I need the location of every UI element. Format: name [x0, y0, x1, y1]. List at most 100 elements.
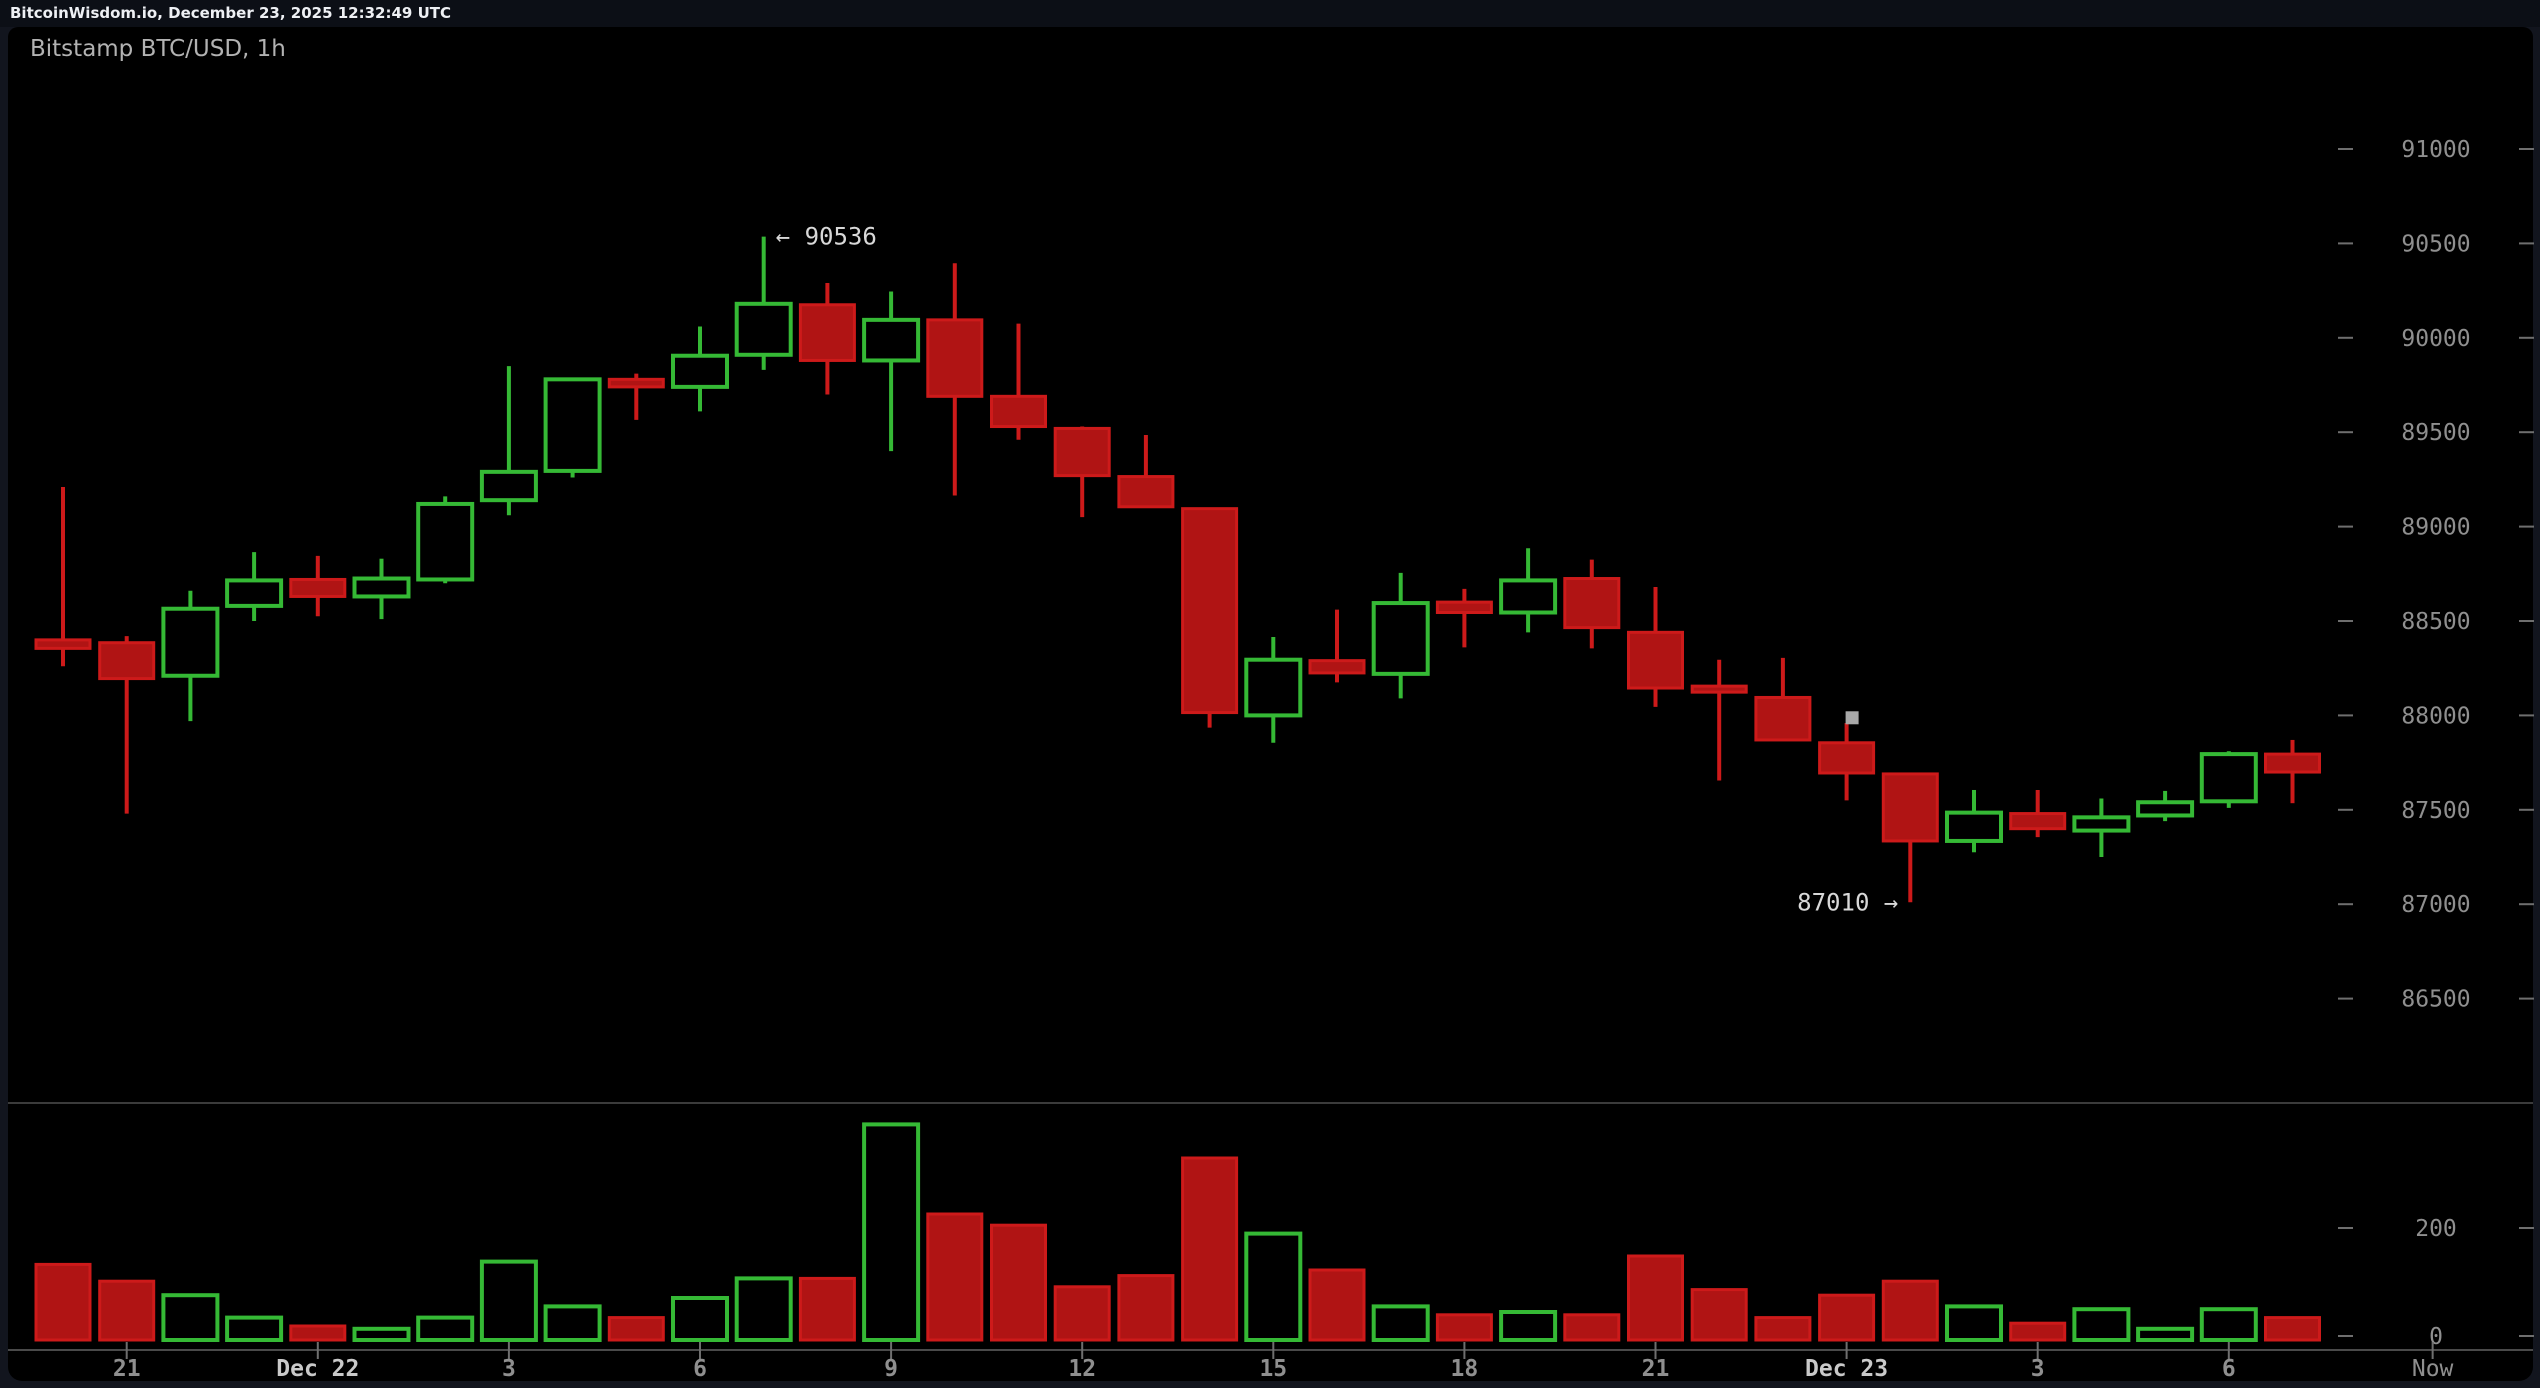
volume-bar[interactable] — [34, 1262, 92, 1342]
volume-bar[interactable] — [2199, 1307, 2258, 1342]
volume-bar[interactable] — [607, 1316, 665, 1342]
candle-body[interactable] — [2199, 752, 2258, 804]
price-tick-label: 91000 — [2401, 137, 2470, 163]
volume-bar[interactable] — [2072, 1307, 2131, 1342]
price-tick-label: 89000 — [2401, 515, 2470, 541]
candle-body[interactable] — [926, 318, 984, 398]
candle-body[interactable] — [734, 301, 793, 357]
candle-body[interactable] — [1435, 600, 1493, 615]
time-tick-label: 18 — [1451, 1356, 1479, 1382]
volume-bar[interactable] — [798, 1276, 856, 1342]
candle-body[interactable] — [1308, 659, 1366, 675]
candle-body[interactable] — [1117, 475, 1175, 509]
volume-bar[interactable] — [161, 1293, 220, 1342]
volume-bar[interactable] — [1690, 1288, 1748, 1342]
time-tick-label: 9 — [884, 1356, 898, 1382]
time-axis: 21 Dec 22 3 6 9 12 15 18 21 Dec 23 3 6 Now — [113, 1342, 2454, 1382]
volume-bar[interactable] — [1244, 1231, 1303, 1342]
volume-bar[interactable] — [1499, 1310, 1558, 1342]
price-tick-label: 90000 — [2401, 326, 2470, 352]
candle-body[interactable] — [1499, 578, 1558, 615]
candle-body[interactable] — [671, 353, 729, 389]
volume-bar[interactable] — [990, 1223, 1047, 1342]
candle-body[interactable] — [225, 578, 284, 608]
candle-body[interactable] — [34, 638, 92, 650]
time-tick-label: 15 — [1259, 1356, 1287, 1382]
volume-bar[interactable] — [1627, 1254, 1684, 1342]
candle-body[interactable] — [1181, 507, 1239, 715]
volume-bar[interactable] — [289, 1324, 347, 1342]
price-tick-label: 88000 — [2401, 703, 2470, 729]
volume-bar[interactable] — [2136, 1326, 2195, 1343]
price-tick-label: 90500 — [2401, 231, 2470, 257]
volume-bar[interactable] — [862, 1122, 921, 1343]
candle-body[interactable] — [798, 303, 856, 362]
volume-bar[interactable] — [671, 1296, 729, 1342]
volume-bar[interactable] — [1818, 1293, 1876, 1342]
volume-bar[interactable] — [352, 1326, 411, 1343]
candle-body[interactable] — [1881, 772, 1939, 843]
time-tick-label: 12 — [1068, 1356, 1096, 1382]
time-tick-label: 3 — [2031, 1356, 2045, 1382]
axes — [8, 1102, 2533, 1351]
price-tick-label: 86500 — [2401, 987, 2470, 1013]
candle-body[interactable] — [1563, 577, 1621, 630]
candle-body[interactable] — [1754, 695, 1812, 742]
candle-body[interactable] — [990, 394, 1047, 429]
price-tick-label: 88500 — [2401, 609, 2470, 635]
volume-bar[interactable] — [1053, 1285, 1111, 1342]
price-axis: 91000 90500 90000 89500 89000 88500 88000 87500… — [2338, 137, 2534, 1013]
candle-body[interactable] — [98, 641, 156, 681]
volume-bar[interactable] — [926, 1212, 984, 1342]
volume-tick-label: 200 — [2415, 1216, 2457, 1242]
volume-bar[interactable] — [734, 1276, 793, 1343]
time-tick-label: Dec 22 — [276, 1356, 359, 1382]
candle-body[interactable] — [161, 606, 220, 678]
volume-bar[interactable] — [2009, 1321, 2067, 1342]
volume-bar[interactable] — [1563, 1313, 1621, 1342]
candle-body[interactable] — [479, 469, 538, 503]
price-tick-label: 87500 — [2401, 798, 2470, 824]
candle-body[interactable] — [1818, 741, 1876, 775]
volume-bar[interactable] — [98, 1279, 156, 1342]
candle-body[interactable] — [1053, 426, 1111, 478]
candle-body[interactable] — [862, 317, 921, 363]
candle-body[interactable] — [2264, 752, 2321, 774]
candle-body[interactable] — [1690, 684, 1748, 694]
time-tick-label: 6 — [693, 1356, 707, 1382]
candle-body[interactable] — [2009, 812, 2067, 831]
volume-bar[interactable] — [1754, 1316, 1812, 1342]
volume-bar[interactable] — [543, 1304, 602, 1343]
volume-series — [34, 1122, 2321, 1343]
time-tick-label: Dec 23 — [1805, 1356, 1888, 1382]
candle-body[interactable] — [1627, 630, 1684, 690]
volume-bar[interactable] — [1308, 1268, 1366, 1342]
candle-body[interactable] — [2136, 800, 2195, 818]
volume-bar[interactable] — [225, 1315, 284, 1342]
candle-body[interactable] — [1945, 810, 2003, 843]
candle-body[interactable] — [289, 577, 347, 598]
candle-body[interactable] — [543, 377, 602, 473]
volume-bar[interactable] — [1881, 1279, 1939, 1342]
candle-body[interactable] — [2072, 815, 2131, 833]
candle-body[interactable] — [352, 576, 411, 599]
candle-body[interactable] — [416, 501, 475, 582]
volume-bar[interactable] — [1945, 1304, 2003, 1343]
volume-tick-label: 0 — [2429, 1324, 2443, 1350]
candle-body[interactable] — [1244, 657, 1303, 718]
volume-bar[interactable] — [1435, 1313, 1493, 1342]
candle-body[interactable] — [607, 377, 665, 389]
time-tick-label: 3 — [502, 1356, 516, 1382]
volume-bar[interactable] — [479, 1259, 538, 1342]
time-tick-label: 6 — [2222, 1356, 2236, 1382]
candle-body[interactable] — [1371, 601, 1430, 676]
price-tick-label: 87000 — [2401, 892, 2470, 918]
order-marker — [1845, 711, 1859, 725]
low-price-annotation: 87010 → — [1797, 888, 1898, 916]
volume-bar[interactable] — [1371, 1304, 1430, 1343]
volume-bar[interactable] — [1117, 1274, 1175, 1342]
volume-bar[interactable] — [416, 1315, 475, 1342]
volume-bar[interactable] — [1181, 1156, 1239, 1342]
volume-bar[interactable] — [2264, 1316, 2321, 1342]
